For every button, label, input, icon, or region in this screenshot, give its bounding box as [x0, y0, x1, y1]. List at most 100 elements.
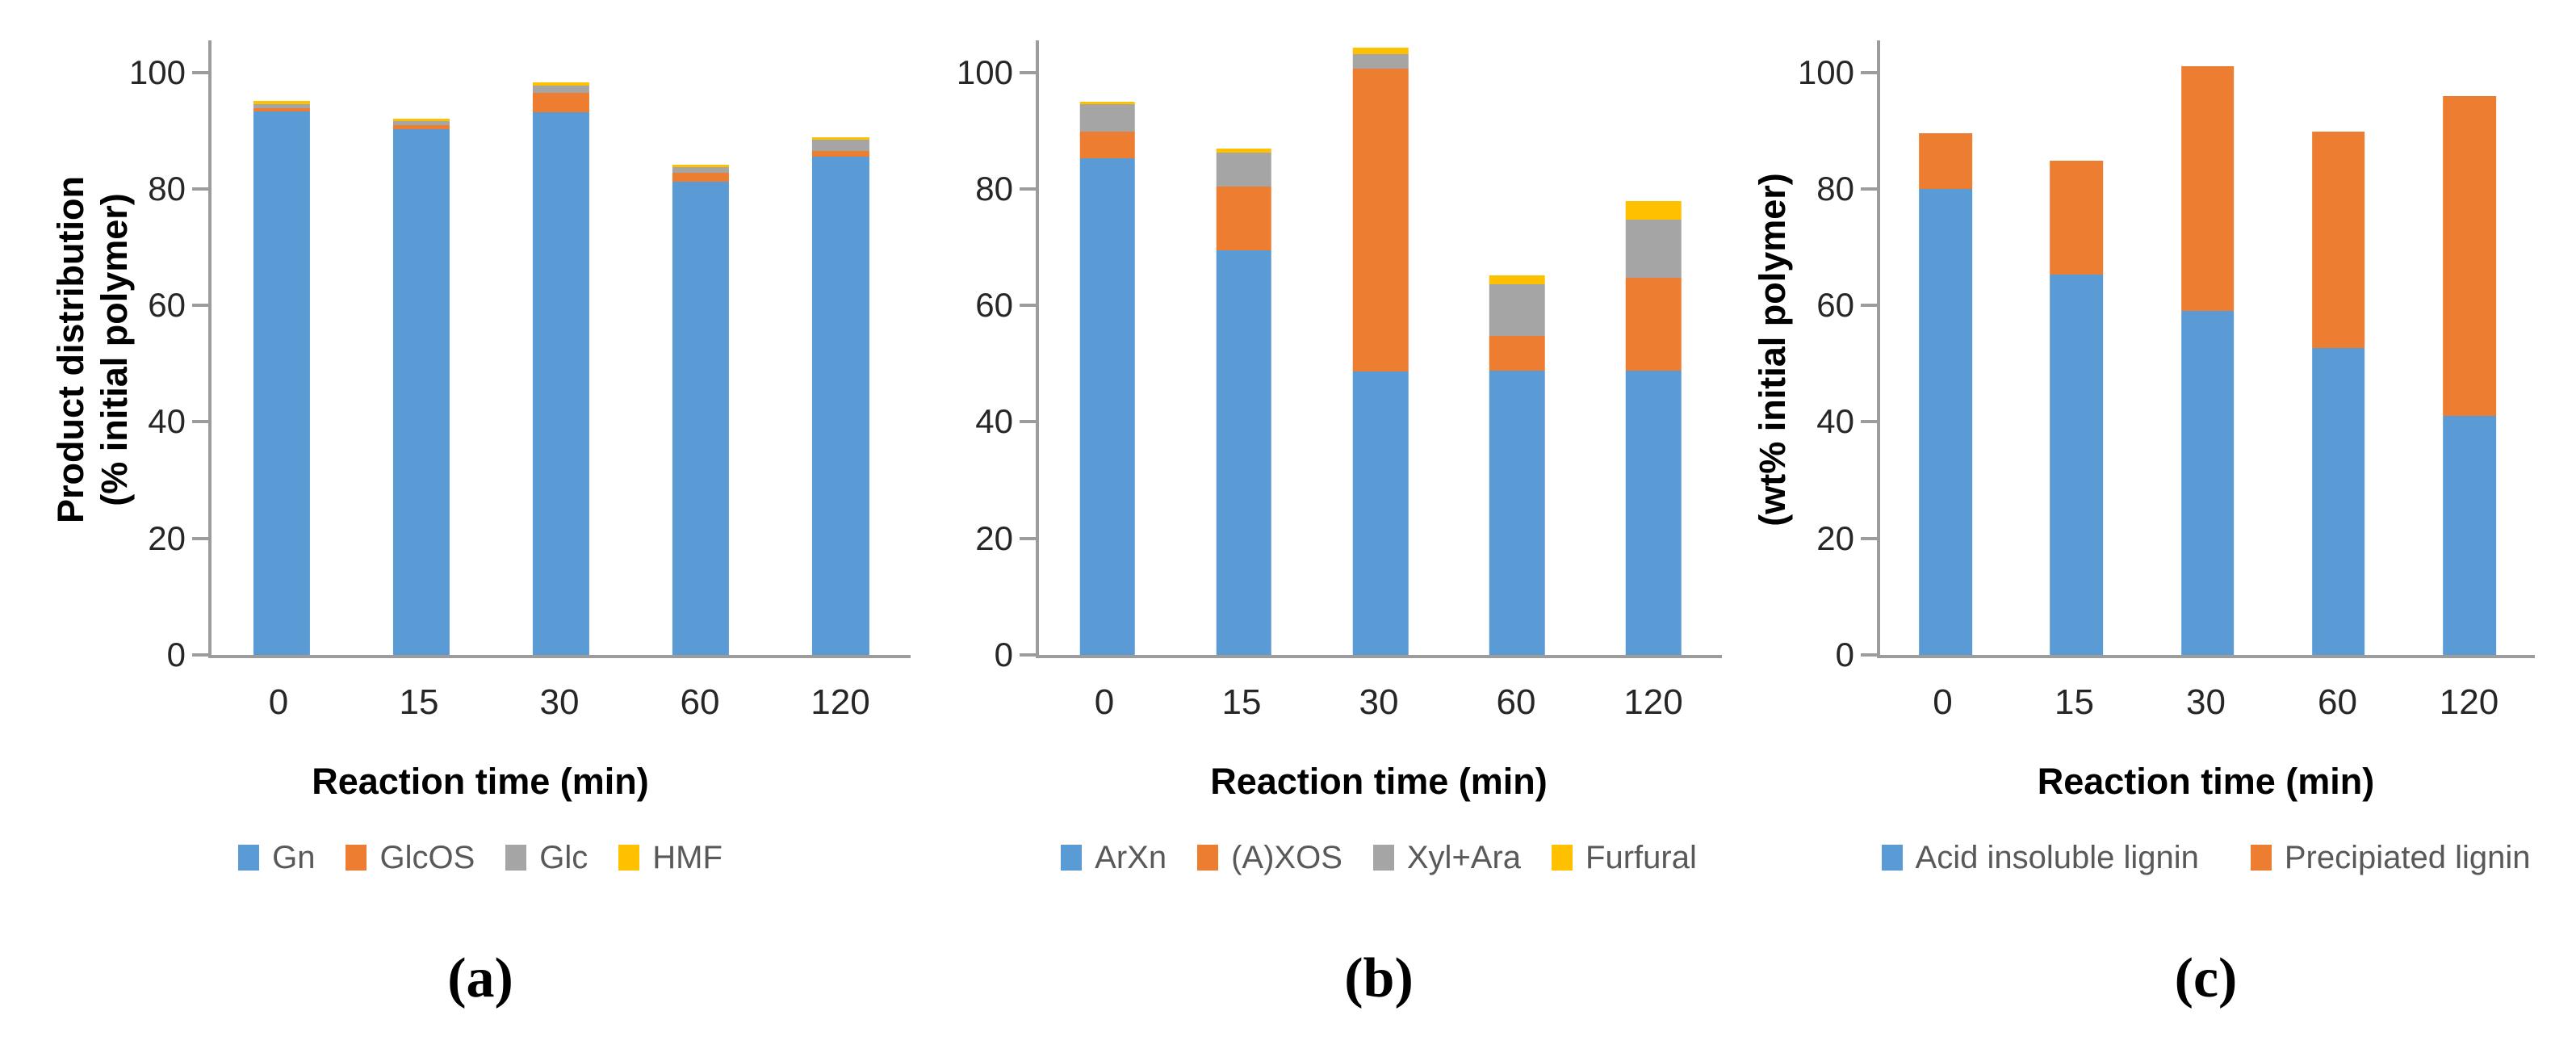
bar-segment-HMF	[392, 118, 450, 122]
y-axis-title-c-line1: (wt% initial polymer)	[1752, 172, 1794, 527]
bar-segment-GlcOS	[812, 151, 869, 157]
x-tick-label: 30	[539, 682, 580, 722]
y-tick-mark	[1861, 187, 1877, 191]
x-tick-label: 120	[1623, 682, 1683, 722]
legend-item-Furfural: Furfural	[1552, 841, 1697, 874]
bar-segment-Xyl+Ara	[1352, 54, 1409, 69]
bar-segment-HMF	[532, 82, 590, 86]
legend-label: Gn	[272, 840, 316, 875]
legend-swatch-icon	[1197, 845, 1219, 871]
x-tick-label: 15	[2055, 682, 2094, 722]
x-tick-label: 15	[399, 682, 439, 722]
y-tick-label: 40	[148, 402, 186, 441]
y-tick-label: 60	[1816, 286, 1854, 325]
y-tick-mark	[1020, 70, 1036, 74]
stacked-bar-60min	[1489, 40, 1545, 655]
stacked-bar-60min	[672, 40, 730, 655]
stacked-bar-30min	[2180, 40, 2235, 655]
stacked-bar-15min	[392, 40, 450, 655]
y-tick-label: 0	[166, 636, 186, 673]
bar-segment-Furfural	[1626, 201, 1682, 220]
bar-segment-GlcOS	[392, 125, 450, 129]
bar-segment-Xyl+Ara	[1626, 220, 1682, 279]
bar-segment-Acid insoluble lignin	[2311, 347, 2365, 655]
bar-segment-ArXn	[1626, 371, 1682, 655]
stacked-bar-15min	[2050, 40, 2104, 655]
legend-a: Gn GlcOS Glc HMF	[48, 833, 912, 882]
x-tick-label: 60	[680, 682, 720, 722]
legend-swatch-icon	[505, 845, 527, 871]
chart-panel-c: (wt% initial polymer) 0 20 40 60 80 100 0 15 30…	[1728, 0, 2576, 1049]
bar-segment-HMF	[812, 136, 869, 140]
y-tick-label: 40	[975, 402, 1013, 441]
figure-sublabel-c: (c)	[2174, 947, 2238, 1009]
y-tick-mark	[192, 653, 208, 657]
y-tick-mark	[192, 304, 208, 308]
x-axis-ticks-a: 0 15 30 60 120	[208, 685, 911, 727]
bar-segment-(A)XOS	[1079, 131, 1135, 158]
y-tick-mark	[1861, 653, 1877, 657]
bar-segment-GlcOS	[532, 92, 590, 112]
bar-segment-Gn	[392, 128, 450, 655]
y-tick-label: 0	[994, 636, 1013, 673]
legend-label: ArXn	[1095, 840, 1167, 875]
stacked-bar-60min	[2311, 40, 2365, 655]
x-axis-title-a: Reaction time (min)	[312, 761, 649, 802]
bar-segment-Furfural	[1489, 275, 1545, 285]
legend-swatch-icon	[1552, 845, 1573, 871]
bar-segment-Precipiated lignin	[2180, 66, 2235, 312]
y-tick-mark	[1861, 70, 1877, 74]
y-tick-label: 20	[975, 518, 1013, 557]
y-axis-title-a: Product distribution (% initial polymer)	[0, 40, 186, 658]
y-tick-mark	[1020, 536, 1036, 540]
legend-swatch-icon	[2250, 845, 2272, 871]
plot-area-a: 0 20 40 60 80 100	[129, 40, 911, 672]
bar-segment-GlcOS	[253, 108, 310, 112]
y-axis-title-a-line2: (% initial polymer)	[94, 192, 135, 506]
bar-segment-Furfural	[1352, 48, 1409, 55]
bar-segment-Gn	[672, 182, 730, 655]
y-tick-label: 100	[956, 52, 1013, 91]
bar-segment-GlcOS	[672, 173, 730, 183]
figure-sublabel-b: (b)	[1344, 947, 1414, 1009]
legend-swatch-icon	[618, 845, 640, 871]
legend-label: Acid insoluble lignin	[1915, 840, 2199, 875]
y-tick-mark	[1861, 420, 1877, 424]
bar-segment-(A)XOS	[1489, 335, 1545, 371]
chart-panel-b: 0 20 40 60 80 100 0 15 30 60 120 Reaction time (m…	[928, 0, 1728, 1049]
legend-item-Xyl+Ara: Xyl+Ara	[1372, 840, 1522, 875]
legend-label: Xyl+Ara	[1406, 840, 1522, 875]
y-tick-label: 40	[1816, 402, 1854, 441]
legend-item-Precipiated lignin: Precipiated lignin	[2250, 841, 2530, 874]
y-tick-label: 20	[148, 518, 186, 557]
bar-segment-Acid insoluble lignin	[2180, 311, 2235, 655]
bar-segment-ArXn	[1079, 157, 1135, 655]
bar-segment-Precipiated lignin	[2443, 95, 2496, 417]
x-tick-label: 0	[1094, 682, 1115, 722]
y-axis-title-a-line1: Product distribution	[50, 175, 91, 523]
legend-swatch-icon	[1061, 845, 1083, 871]
y-tick-mark	[1020, 653, 1036, 657]
bar-segment-Xyl+Ara	[1489, 284, 1545, 336]
x-axis-ticks-b: 0 15 30 60 120	[1036, 685, 1722, 727]
legend-label: (A)XOS	[1231, 840, 1342, 875]
y-tick-label: 100	[1797, 52, 1854, 91]
bar-segment-Precipiated lignin	[2050, 161, 2104, 275]
y-tick-mark	[1020, 304, 1036, 308]
stacked-bar-0min	[1919, 40, 1972, 655]
stacked-bar-0min	[1079, 40, 1135, 655]
legend-swatch-icon	[1372, 845, 1394, 871]
y-axis-title-c: (wt% initial polymer)	[1728, 40, 1818, 658]
bar-segment-Xyl+Ara	[1216, 152, 1272, 187]
legend-swatch-icon	[346, 845, 367, 871]
legend-b: ArXn (A)XOS Xyl+Ara Furfural	[1036, 833, 1722, 882]
y-tick-mark	[1020, 187, 1036, 191]
y-tick-mark	[192, 187, 208, 191]
figure-sublabel-a: (a)	[447, 947, 513, 1009]
bar-segment-(A)XOS	[1352, 69, 1409, 372]
legend-item-GlcOS: GlcOS	[346, 841, 475, 874]
y-tick-label: 60	[148, 286, 186, 325]
bar-segment-Glc	[812, 139, 869, 152]
stacked-bar-120min	[1626, 40, 1682, 655]
